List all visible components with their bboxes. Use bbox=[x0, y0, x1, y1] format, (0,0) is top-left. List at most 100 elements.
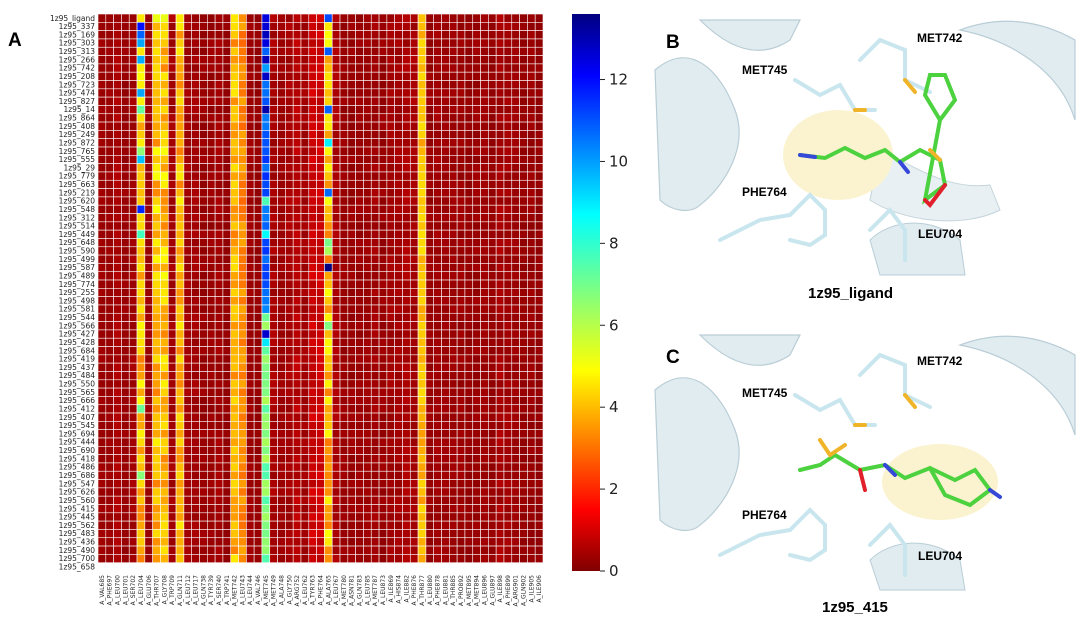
heatmap-cell bbox=[269, 138, 278, 148]
heatmap-cell bbox=[269, 213, 278, 223]
heatmap-cell bbox=[167, 396, 177, 406]
heatmap-cell bbox=[464, 437, 474, 447]
heatmap-cell bbox=[222, 254, 232, 264]
heatmap-cell bbox=[214, 246, 224, 256]
heatmap-cell bbox=[269, 179, 278, 189]
heatmap-cell bbox=[207, 462, 216, 472]
heatmap-cell bbox=[394, 545, 403, 555]
heatmap-cell bbox=[183, 179, 192, 189]
heatmap-cell bbox=[128, 238, 138, 248]
heatmap-cell bbox=[488, 271, 497, 281]
heatmap-cell bbox=[472, 329, 481, 339]
heatmap-cell bbox=[449, 105, 458, 115]
heatmap-cell bbox=[261, 329, 271, 339]
heatmap-cell bbox=[308, 387, 317, 397]
heatmap-cell bbox=[425, 304, 435, 314]
heatmap-cell bbox=[308, 487, 317, 497]
heatmap-cell bbox=[246, 479, 255, 489]
heatmap-cell bbox=[527, 329, 536, 339]
heatmap-cell bbox=[316, 271, 325, 281]
heatmap-cell bbox=[167, 22, 177, 31]
heatmap-cell bbox=[441, 138, 450, 148]
heatmap-cell bbox=[152, 155, 161, 164]
heatmap-cell bbox=[269, 155, 278, 164]
heatmap-cell bbox=[269, 362, 278, 372]
heatmap-cell bbox=[152, 279, 161, 289]
y-tick-label: 1z95_427 bbox=[59, 330, 96, 339]
heatmap-cell bbox=[152, 545, 161, 555]
heatmap-cell bbox=[199, 63, 208, 73]
heatmap-cell bbox=[113, 321, 122, 331]
heatmap-cell bbox=[128, 346, 138, 356]
heatmap-cell bbox=[363, 155, 372, 164]
heatmap-cell bbox=[246, 346, 255, 356]
heatmap-cell bbox=[238, 254, 247, 264]
heatmap-cell bbox=[191, 88, 200, 98]
heatmap-cell bbox=[378, 545, 388, 555]
heatmap-cell bbox=[363, 22, 372, 31]
heatmap-cell bbox=[308, 304, 317, 314]
heatmap-cell bbox=[511, 171, 520, 181]
heatmap-cell bbox=[253, 537, 263, 547]
heatmap-cell bbox=[316, 387, 325, 397]
x-tick-label: A_ILE898 bbox=[497, 575, 504, 603]
heatmap-cell bbox=[316, 121, 325, 131]
heatmap-cell bbox=[480, 204, 489, 214]
heatmap-cell bbox=[191, 96, 200, 106]
heatmap-cell bbox=[511, 554, 520, 563]
heatmap-cell bbox=[136, 263, 146, 273]
heatmap-cell bbox=[175, 88, 185, 98]
heatmap-cell bbox=[113, 495, 122, 505]
y-tick-label: 1z95_690 bbox=[59, 446, 96, 455]
heatmap-cell bbox=[511, 71, 520, 81]
heatmap-cell bbox=[449, 163, 458, 173]
heatmap-cell bbox=[519, 421, 528, 430]
heatmap-cell bbox=[136, 321, 146, 331]
heatmap-cell bbox=[121, 321, 130, 331]
heatmap-cell bbox=[183, 63, 192, 73]
heatmap-cell bbox=[456, 495, 466, 505]
heatmap-cell bbox=[160, 362, 169, 372]
heatmap-cell bbox=[394, 55, 403, 65]
y-tick-label: 1z95_428 bbox=[59, 338, 96, 347]
heatmap-cell bbox=[191, 371, 200, 381]
heatmap-cell bbox=[417, 454, 427, 464]
heatmap-cell bbox=[246, 246, 255, 256]
heatmap-cell bbox=[355, 204, 364, 214]
heatmap-cell bbox=[128, 221, 138, 231]
heatmap-cell bbox=[386, 296, 395, 306]
heatmap-cell bbox=[285, 188, 294, 198]
heatmap-cell bbox=[495, 138, 505, 148]
heatmap-cell bbox=[449, 537, 458, 547]
heatmap-cell bbox=[331, 46, 341, 56]
heatmap-cell bbox=[441, 354, 450, 364]
heatmap-cell bbox=[269, 520, 278, 530]
heatmap-cell bbox=[191, 80, 200, 90]
heatmap-cell bbox=[449, 138, 458, 148]
heatmap-cell bbox=[269, 387, 278, 397]
heatmap-cell bbox=[144, 38, 153, 48]
heatmap-cell bbox=[292, 445, 302, 455]
heatmap-cell bbox=[175, 113, 185, 123]
heatmap-cell bbox=[261, 554, 271, 563]
heatmap-cell bbox=[121, 22, 130, 31]
heatmap-cell bbox=[277, 304, 286, 314]
heatmap-cell bbox=[253, 354, 263, 364]
heatmap-cell bbox=[238, 545, 247, 555]
heatmap-cell bbox=[417, 121, 427, 131]
heatmap-cell bbox=[160, 146, 169, 156]
heatmap-cell bbox=[378, 312, 388, 322]
heatmap-cell bbox=[308, 412, 317, 422]
heatmap-cell bbox=[433, 296, 442, 306]
heatmap-cell bbox=[300, 445, 310, 455]
heatmap-cell bbox=[331, 454, 341, 464]
heatmap-cell bbox=[269, 113, 278, 123]
heatmap-cell bbox=[519, 246, 528, 256]
heatmap-cell bbox=[511, 321, 520, 331]
heatmap-cell bbox=[511, 155, 520, 164]
heatmap-cell bbox=[386, 454, 395, 464]
heatmap-cell bbox=[160, 537, 169, 547]
heatmap-cell bbox=[277, 529, 286, 539]
heatmap-cell bbox=[230, 288, 239, 297]
heatmap-cell bbox=[386, 88, 395, 98]
